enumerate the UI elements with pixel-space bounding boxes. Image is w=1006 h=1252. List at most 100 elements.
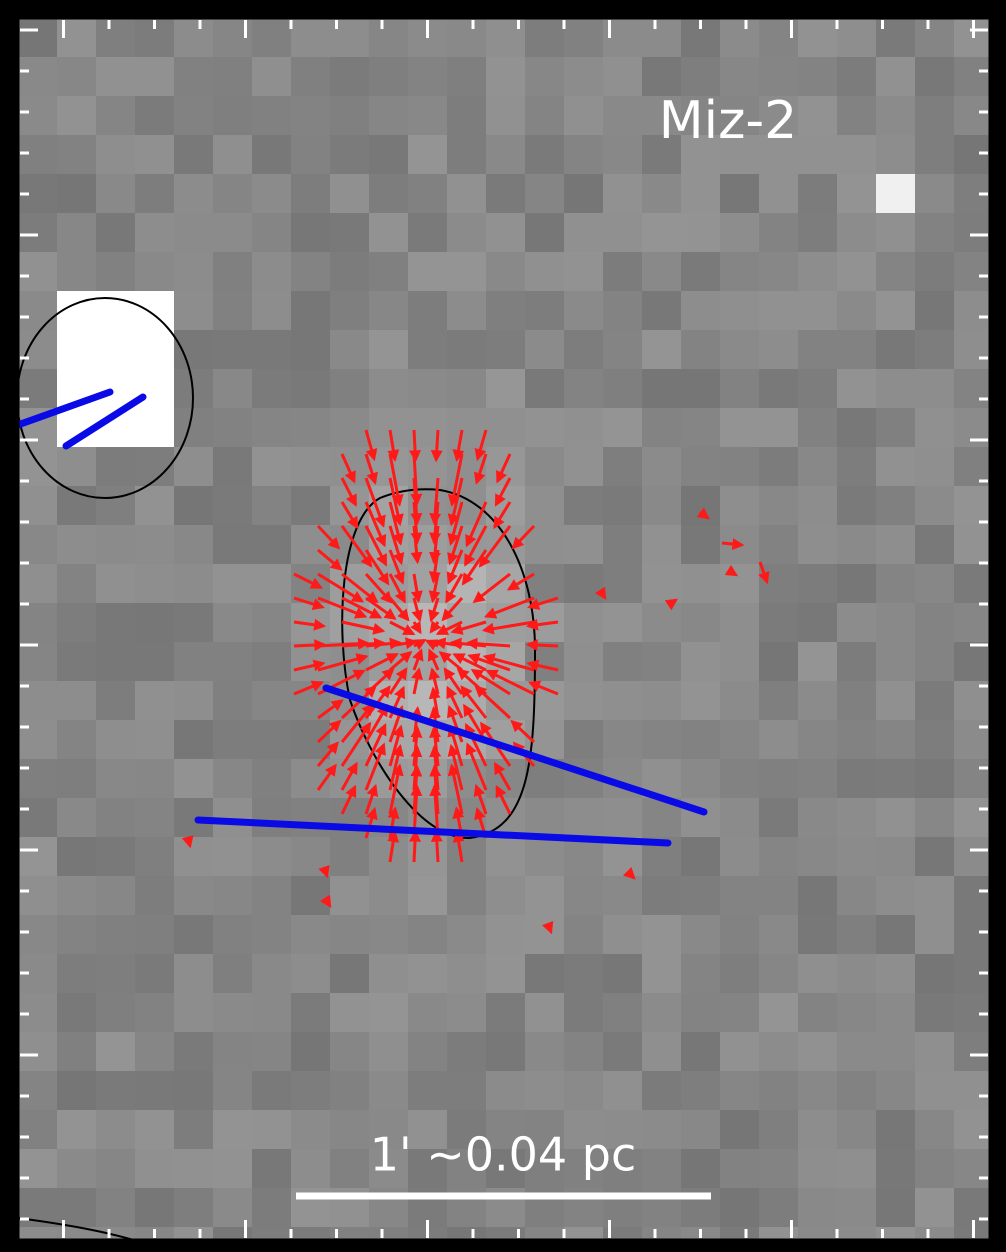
image-pixel	[369, 408, 409, 448]
image-pixel	[720, 564, 760, 604]
image-pixel	[96, 96, 136, 136]
image-pixel	[564, 96, 604, 136]
image-pixel	[369, 252, 409, 292]
image-pixel	[96, 603, 136, 643]
image-pixel	[447, 1032, 487, 1072]
image-pixel	[291, 1071, 331, 1111]
image-pixel	[759, 603, 799, 643]
figure: Miz-2 1' ~0.04 pc	[0, 0, 1006, 1252]
image-pixel	[18, 135, 58, 175]
image-pixel	[291, 447, 331, 487]
image-pixel	[564, 174, 604, 214]
image-pixel	[486, 252, 526, 292]
image-pixel	[876, 720, 916, 760]
image-pixel	[876, 759, 916, 799]
image-pixel	[213, 291, 253, 331]
image-pixel	[798, 408, 838, 448]
image-pixel	[642, 1110, 682, 1150]
image-pixel	[642, 720, 682, 760]
image-pixel	[798, 486, 838, 526]
image-pixel	[135, 915, 175, 955]
image-pixel	[57, 1071, 97, 1111]
image-pixel	[525, 96, 565, 136]
image-pixel	[564, 642, 604, 682]
image-pixel	[174, 291, 214, 331]
image-pixel	[447, 330, 487, 370]
image-pixel	[876, 369, 916, 409]
image-pixel	[18, 798, 58, 838]
image-pixel	[18, 252, 58, 292]
image-pixel	[57, 720, 97, 760]
image-pixel	[798, 525, 838, 565]
image-pixel	[213, 720, 253, 760]
image-pixel	[642, 954, 682, 994]
polarization-vector	[436, 832, 438, 862]
image-pixel	[447, 408, 487, 448]
image-pixel	[837, 369, 877, 409]
image-pixel	[759, 486, 799, 526]
image-pixel	[798, 798, 838, 838]
image-pixel	[213, 135, 253, 175]
image-pixel	[486, 837, 526, 877]
image-pixel	[447, 96, 487, 136]
image-pixel	[408, 291, 448, 331]
image-pixel	[603, 369, 643, 409]
image-pixel	[915, 486, 955, 526]
image-pixel	[798, 720, 838, 760]
image-pixel	[525, 798, 565, 838]
image-pixel	[837, 525, 877, 565]
image-pixel	[213, 876, 253, 916]
image-pixel	[213, 330, 253, 370]
image-pixel	[174, 57, 214, 97]
image-pixel	[369, 1032, 409, 1072]
image-pixel	[291, 642, 331, 682]
image-pixel	[525, 408, 565, 448]
image-pixel	[759, 1149, 799, 1189]
image-pixel	[174, 759, 214, 799]
image-pixel	[954, 486, 994, 526]
image-pixel	[876, 135, 916, 175]
image-pixel	[525, 681, 565, 721]
polarization-vector	[528, 645, 558, 646]
image-pixel	[720, 174, 760, 214]
image-pixel	[525, 993, 565, 1033]
image-pixel	[603, 213, 643, 253]
image-pixel	[954, 1110, 994, 1150]
image-pixel	[681, 330, 721, 370]
image-pixel	[915, 681, 955, 721]
image-pixel	[96, 291, 136, 331]
image-pixel	[135, 876, 175, 916]
image-pixel	[954, 96, 994, 136]
image-pixel	[525, 18, 565, 58]
image-pixel	[603, 252, 643, 292]
image-pixel	[252, 1071, 292, 1111]
image-pixel	[681, 837, 721, 877]
image-pixel	[291, 57, 331, 97]
image-pixel	[564, 369, 604, 409]
image-pixel	[252, 18, 292, 58]
image-pixel	[759, 252, 799, 292]
image-pixel	[876, 1110, 916, 1150]
image-pixel	[96, 330, 136, 370]
image-pixel	[408, 876, 448, 916]
image-pixel	[837, 1188, 877, 1228]
image-pixel	[642, 291, 682, 331]
image-pixel	[603, 564, 643, 604]
image-pixel	[915, 291, 955, 331]
image-pixel	[720, 837, 760, 877]
image-pixel	[837, 447, 877, 487]
image-pixel	[486, 96, 526, 136]
image-pixel	[564, 447, 604, 487]
image-pixel	[720, 603, 760, 643]
page: Miz-2 1' ~0.04 pc (() => { const data = …	[0, 0, 1006, 1252]
image-pixel	[447, 213, 487, 253]
image-pixel	[135, 174, 175, 214]
image-pixel	[642, 915, 682, 955]
image-pixel	[915, 720, 955, 760]
image-pixel	[252, 798, 292, 838]
image-pixel	[954, 369, 994, 409]
image-pixel	[135, 252, 175, 292]
image-pixel	[837, 798, 877, 838]
image-pixel	[564, 603, 604, 643]
image-pixel	[57, 915, 97, 955]
